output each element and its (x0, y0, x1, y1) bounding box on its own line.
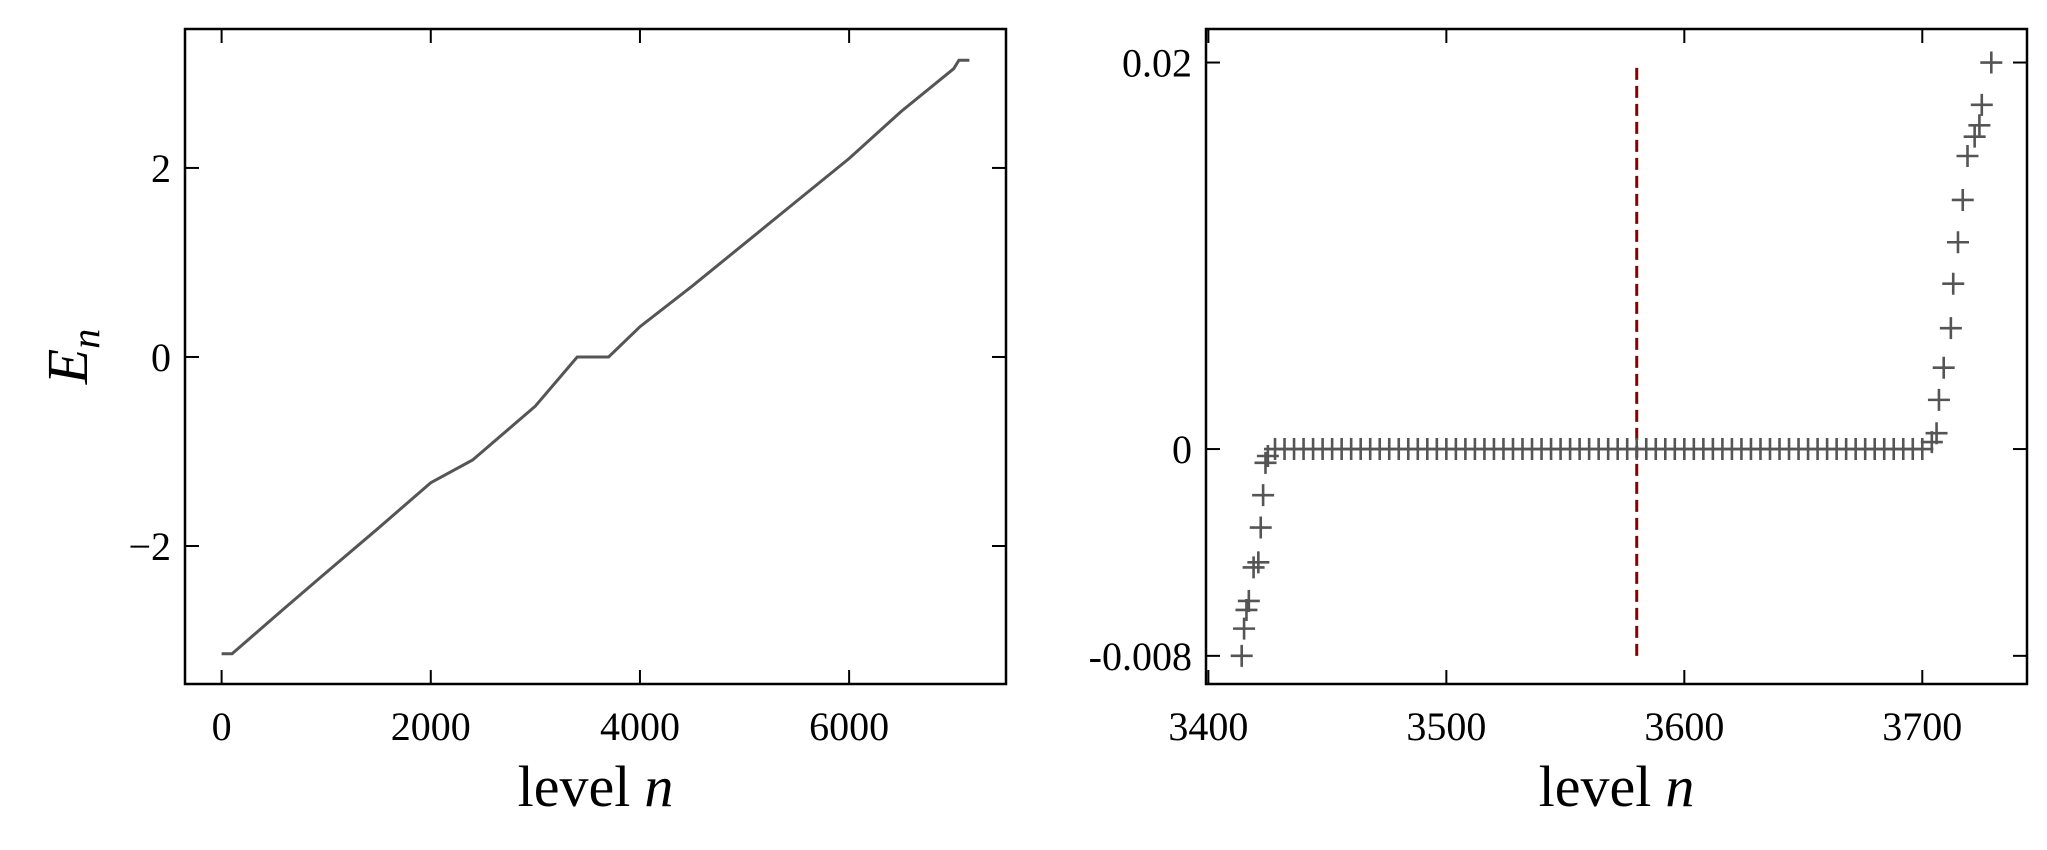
point (1963, 125, 1986, 148)
point (1247, 551, 1270, 574)
point (1970, 93, 1993, 116)
point (1252, 484, 1275, 507)
point (1942, 272, 1965, 295)
point (1980, 51, 2003, 74)
y-tick-label: -0.008 (1089, 634, 1192, 679)
point (1233, 617, 1256, 640)
x-axis-label: level n (518, 754, 674, 819)
point (1249, 516, 1272, 539)
point (1230, 644, 1253, 667)
x-axis-label-var: n (644, 754, 673, 819)
point (1242, 556, 1265, 579)
data-line (221, 58, 970, 656)
point (1235, 598, 1258, 621)
y-tick-label: 2 (151, 146, 171, 191)
point (1925, 422, 1948, 445)
x-tick-label: 6000 (809, 704, 889, 749)
y-axis-label: En (35, 329, 108, 385)
y-tick-label: 0.02 (1122, 41, 1192, 86)
x-axis-label: level n (1539, 754, 1695, 819)
point (1932, 356, 1955, 379)
x-tick-label: 0 (212, 704, 232, 749)
point (1968, 114, 1991, 137)
x-tick-label: 3500 (1406, 704, 1486, 749)
x-axis-label-text: level (1539, 754, 1652, 819)
x-tick-label: 3600 (1644, 704, 1724, 749)
y-tick-label: 0 (151, 335, 171, 380)
x-tick-label: 2000 (391, 704, 471, 749)
y-tick-label: 0 (1172, 427, 1192, 472)
x-tick-label: 4000 (600, 704, 680, 749)
point (1237, 589, 1260, 612)
x-axis-label-var: n (1665, 754, 1694, 819)
y-axis-label-sub: n (63, 329, 108, 349)
y-axis-label-text: E (35, 349, 100, 385)
axes-frame (1204, 27, 2029, 686)
y-tick-label: −2 (128, 524, 171, 569)
x-tick-label: 3700 (1882, 704, 1962, 749)
point (1951, 188, 1974, 211)
point (1946, 231, 1969, 254)
point (1939, 317, 1962, 340)
point (1920, 431, 1943, 454)
point (1927, 388, 1950, 411)
axes-frame (183, 27, 1008, 686)
x-tick-label: 3400 (1168, 704, 1248, 749)
point (1956, 145, 1979, 168)
x-axis-label-text: level (518, 754, 631, 819)
